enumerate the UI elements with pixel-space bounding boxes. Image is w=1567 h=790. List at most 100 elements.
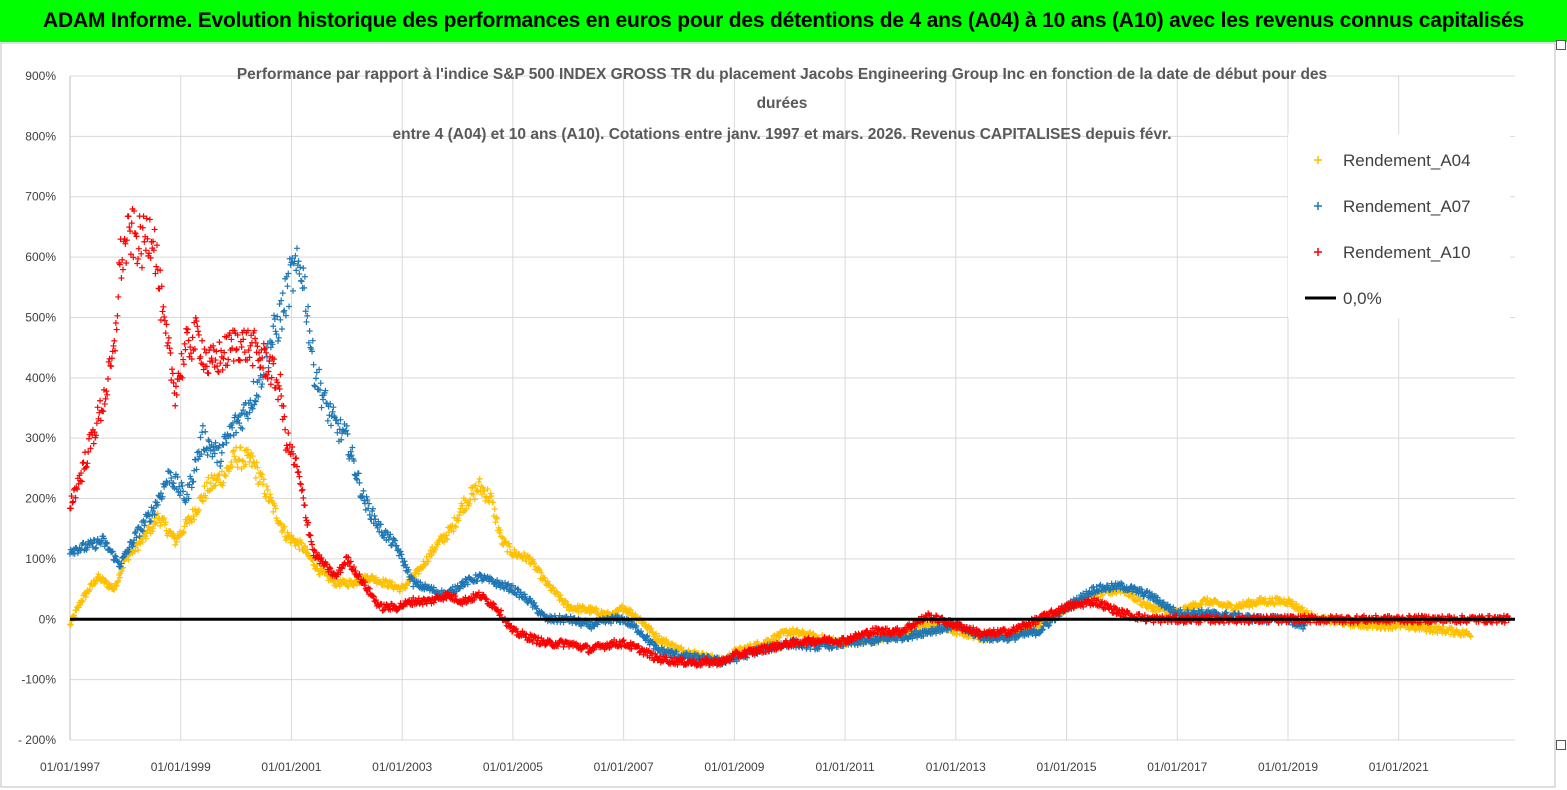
data-point bbox=[668, 640, 675, 647]
data-point bbox=[170, 530, 177, 537]
data-point bbox=[531, 560, 538, 567]
data-point bbox=[1147, 601, 1154, 608]
data-point bbox=[309, 348, 316, 355]
data-point bbox=[953, 631, 960, 638]
data-point bbox=[335, 420, 342, 427]
data-point bbox=[396, 588, 403, 595]
x-tick-label: 01/01/2007 bbox=[594, 760, 654, 774]
data-point bbox=[282, 312, 289, 319]
data-point bbox=[206, 488, 213, 495]
data-point bbox=[401, 558, 408, 565]
data-point bbox=[1467, 633, 1474, 640]
data-point bbox=[301, 543, 308, 550]
data-point bbox=[146, 216, 153, 223]
data-point bbox=[242, 461, 249, 468]
data-point bbox=[282, 426, 289, 433]
y-tick-label: 0% bbox=[39, 612, 57, 626]
data-point bbox=[244, 415, 251, 422]
data-point bbox=[593, 606, 600, 613]
data-point bbox=[249, 453, 256, 460]
data-point bbox=[377, 521, 384, 528]
data-point bbox=[488, 493, 495, 500]
data-point bbox=[109, 548, 116, 555]
data-point bbox=[388, 579, 395, 586]
data-point bbox=[80, 459, 87, 466]
data-point bbox=[293, 455, 300, 462]
data-point bbox=[298, 487, 305, 494]
data-point bbox=[306, 327, 313, 334]
data-point bbox=[317, 380, 324, 387]
data-point bbox=[297, 537, 304, 544]
y-tick-label: 700% bbox=[25, 190, 56, 204]
data-point bbox=[366, 511, 373, 518]
data-point bbox=[298, 278, 305, 285]
data-point bbox=[252, 397, 259, 404]
data-point bbox=[217, 360, 224, 367]
data-point bbox=[311, 382, 318, 389]
data-point bbox=[479, 491, 486, 498]
data-point bbox=[271, 502, 278, 509]
x-tick-label: 01/01/2013 bbox=[926, 760, 986, 774]
data-point bbox=[425, 558, 432, 565]
data-point bbox=[101, 400, 108, 407]
data-point bbox=[233, 429, 240, 436]
data-point bbox=[305, 339, 312, 346]
data-point bbox=[162, 519, 169, 526]
data-point bbox=[249, 362, 256, 369]
data-point bbox=[199, 497, 206, 504]
data-point bbox=[364, 496, 371, 503]
data-point bbox=[1228, 602, 1235, 609]
data-point bbox=[121, 558, 128, 565]
data-point bbox=[93, 544, 100, 551]
data-point bbox=[483, 494, 490, 501]
data-point bbox=[562, 597, 569, 604]
data-point bbox=[466, 500, 473, 507]
data-point bbox=[292, 252, 299, 259]
data-point bbox=[176, 492, 183, 499]
data-point bbox=[463, 505, 470, 512]
data-point bbox=[135, 547, 142, 554]
data-point bbox=[302, 308, 309, 315]
data-point bbox=[67, 621, 73, 628]
data-point bbox=[444, 536, 451, 543]
data-point bbox=[185, 495, 192, 502]
data-point bbox=[203, 479, 210, 486]
performance-chart: - 200%-100%0%100%200%300%400%500%600%700… bbox=[0, 42, 1556, 788]
data-point bbox=[185, 337, 192, 344]
data-point bbox=[546, 582, 553, 589]
data-point bbox=[118, 568, 125, 575]
data-point bbox=[67, 621, 74, 628]
data-point bbox=[104, 375, 111, 382]
data-point bbox=[267, 491, 274, 498]
data-point bbox=[222, 472, 229, 479]
data-point bbox=[354, 476, 361, 483]
data-point bbox=[309, 337, 316, 344]
data-point bbox=[239, 457, 246, 464]
data-point bbox=[267, 381, 274, 388]
data-point bbox=[162, 330, 169, 337]
data-point bbox=[258, 383, 265, 390]
data-point bbox=[278, 297, 285, 304]
data-point bbox=[443, 532, 450, 539]
data-point bbox=[188, 484, 195, 491]
data-point bbox=[194, 323, 201, 330]
data-point bbox=[286, 303, 293, 310]
data-point bbox=[275, 334, 282, 341]
data-point bbox=[432, 546, 439, 553]
data-point bbox=[222, 472, 229, 479]
data-point bbox=[251, 401, 258, 408]
data-point bbox=[271, 312, 278, 319]
data-point bbox=[178, 350, 185, 357]
data-point bbox=[146, 526, 153, 533]
data-point bbox=[165, 334, 172, 341]
data-point bbox=[118, 560, 125, 567]
data-point bbox=[97, 397, 104, 404]
x-tick-label: 01/01/2011 bbox=[816, 760, 875, 774]
data-point bbox=[361, 497, 368, 504]
y-tick-label: 100% bbox=[25, 552, 56, 566]
data-point bbox=[494, 515, 501, 522]
y-tick-label: 800% bbox=[25, 129, 56, 143]
data-point bbox=[197, 434, 204, 441]
data-point bbox=[1299, 604, 1306, 611]
data-point bbox=[154, 501, 161, 508]
